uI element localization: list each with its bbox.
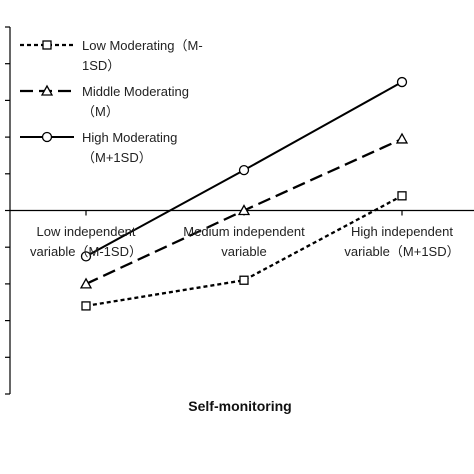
x-tick-label: variable（M-1SD） [30,244,142,259]
data-point-triangle [79,277,93,289]
x-tick-label: variable [221,244,267,259]
data-point-square [239,275,249,285]
legend-marker-triangle [40,84,54,96]
legend-label: 1SD） [82,58,120,73]
x-tick-label: High independent [351,224,453,239]
legend-entry-triangle: Middle Moderating （M） [20,84,189,119]
x-axis-label: Self-monitoring [188,398,291,414]
x-tick-label: variable（M+1SD） [344,244,459,259]
data-point-triangle [395,132,409,144]
x-tick-labels: Low independent variable（M-1SD） Medium ind… [30,224,460,259]
data-point-circle [396,76,408,88]
legend-label: Low Moderating（M- [82,38,203,53]
data-point-circle [80,251,92,262]
data-point-triangle [237,204,251,216]
legend: Low Moderating（M- 1SD） Middle Moderating （M… [20,38,203,165]
data-point-square [81,301,91,311]
legend-entry-square: Low Moderating（M- 1SD） [20,38,203,73]
legend-label: High Moderating [82,130,177,145]
series-triangle [79,132,409,289]
legend-label: （M+1SD） [82,150,152,165]
data-point-circle [238,164,250,176]
legend-label: Middle Moderating [82,84,189,99]
legend-entry-circle: High Moderating （M+1SD） [20,130,177,165]
data-point-square [397,191,407,201]
series-square [81,191,407,311]
legend-marker-square [42,40,52,50]
x-tick-label: Medium independent [183,224,305,239]
x-tick-label: Low independent [36,224,135,239]
legend-label: （M） [82,104,119,119]
legend-marker-circle [41,131,53,143]
series-layer [79,76,409,311]
series-circle [80,76,408,262]
